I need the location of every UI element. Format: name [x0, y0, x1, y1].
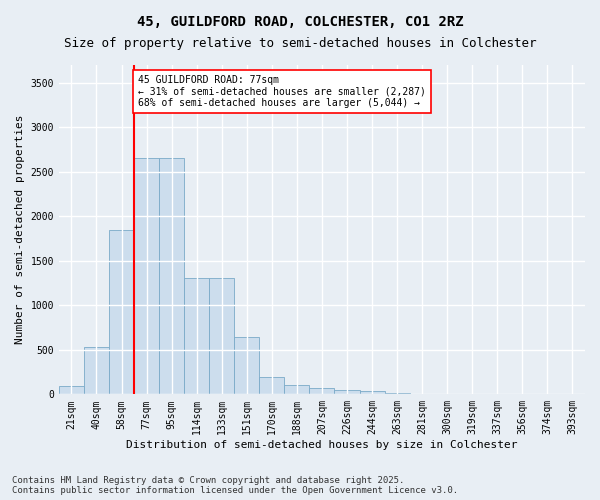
Bar	[259, 376, 284, 394]
Bar	[184, 278, 209, 394]
Bar	[209, 278, 234, 394]
Bar	[234, 338, 259, 394]
Bar	[159, 158, 184, 394]
Bar	[284, 384, 310, 394]
X-axis label: Distribution of semi-detached houses by size in Colchester: Distribution of semi-detached houses by …	[126, 440, 518, 450]
Bar	[84, 347, 109, 395]
Text: 45 GUILDFORD ROAD: 77sqm
← 31% of semi-detached houses are smaller (2,287)
68% o: 45 GUILDFORD ROAD: 77sqm ← 31% of semi-d…	[138, 75, 426, 108]
Bar	[134, 158, 159, 394]
Text: Size of property relative to semi-detached houses in Colchester: Size of property relative to semi-detach…	[64, 38, 536, 51]
Bar	[59, 386, 84, 394]
Text: Contains HM Land Registry data © Crown copyright and database right 2025.
Contai: Contains HM Land Registry data © Crown c…	[12, 476, 458, 495]
Text: 45, GUILDFORD ROAD, COLCHESTER, CO1 2RZ: 45, GUILDFORD ROAD, COLCHESTER, CO1 2RZ	[137, 15, 463, 29]
Bar	[310, 388, 334, 394]
Bar	[334, 390, 359, 394]
Bar	[359, 391, 385, 394]
Bar	[109, 230, 134, 394]
Y-axis label: Number of semi-detached properties: Number of semi-detached properties	[15, 115, 25, 344]
